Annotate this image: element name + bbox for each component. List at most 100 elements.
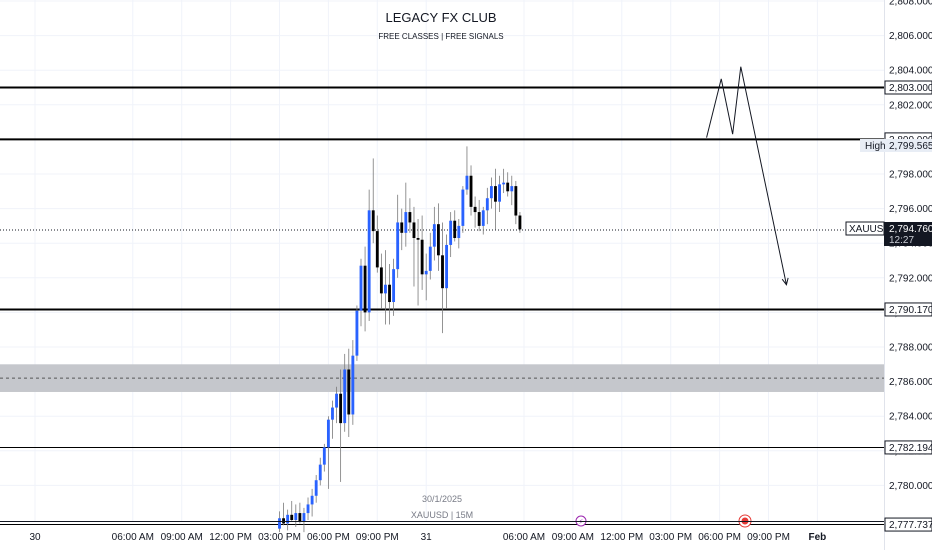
candle-bull [445,244,449,289]
level-price-label: 2,790.170 [889,305,932,316]
candle-bear [416,238,420,240]
candle-bull [449,220,453,245]
candle-bull [326,419,330,448]
candle-bear [290,514,294,520]
watermark-symbol: XAUUSD | 15M [411,510,473,520]
candle-bear [388,284,391,303]
candle-bull [322,447,326,465]
candle-bull [461,189,465,226]
high-tag: High 2,799.565 [860,139,932,152]
level-price-tag [884,440,932,455]
price-tick-label: 2,808.000 [889,0,932,8]
time-axis[interactable]: 30 06:00 AM 09:00 AM 12:00 PM 03:00 PM 06:00 … [29,532,826,543]
candle-bear [339,393,343,424]
time-tick-label: 09:00 AM [161,532,203,543]
level-price-label: 2,803.000 [889,83,932,94]
price-axis[interactable]: 2,780.0002,782.0002,784.0002,786.0002,78… [884,0,932,550]
candle-bull [351,355,355,415]
candle-bull [404,212,408,233]
candle-bull [489,186,493,199]
candle-bull [481,210,485,226]
candle-bear [477,212,481,226]
candle-bear [298,513,302,522]
level-price-tag [884,517,932,532]
candle-bull [428,246,432,271]
candle-bull [294,513,298,520]
candle-bull [310,495,314,505]
chart-title: LEGACY FX CLUB [385,10,496,25]
time-tick-label: 06:00 PM [307,532,350,543]
candle-bear [494,186,497,202]
countdown-label: 12:27 [889,235,914,246]
candle-bear [282,518,286,524]
current-price-label: 2,794.760 [889,224,932,235]
time-tick-label: 09:00 AM [552,532,594,543]
candle-bear [453,220,457,239]
time-tick-label: 03:00 PM [649,532,692,543]
price-tick-label: 2,798.000 [889,170,932,181]
chart-subtitle: FREE CLASSES | FREE SIGNALS [378,32,503,41]
candle-bull [502,182,506,185]
candle-bull [465,175,469,190]
candle-bear [400,222,404,233]
current-price-tag: XAUUSD 2,794.760 12:27 [845,221,932,246]
candle-bear [436,224,440,256]
symbol-label: XAUUSD [849,224,891,235]
price-tick-label: 2,802.000 [889,100,932,111]
high-price: 2,799.565 [889,141,932,152]
time-tick-label: 30 [29,532,41,543]
candle-bear [363,265,367,313]
price-tick-label: 2,806.000 [889,31,932,42]
price-tick-label: 2,786.000 [889,377,932,388]
time-tick-label: Feb [809,532,827,543]
candle-bull [485,198,489,211]
candle-bear [514,186,518,216]
candle-bear [375,231,379,268]
horizontal-levels[interactable] [0,86,884,526]
candle-bear [469,175,473,207]
price-tick-label: 2,780.000 [889,481,932,492]
candle-bull [302,513,306,522]
projection-path[interactable] [706,66,787,285]
candle-bull [432,224,436,247]
candle-bull [396,222,400,270]
arrowhead [781,277,789,286]
candle-bull [384,284,387,294]
projection-arrowhead [781,277,789,286]
candle-bull [286,514,290,524]
candle-bull [278,518,281,529]
candle-bull [343,369,347,424]
candle-bear [408,212,412,223]
price-tick-label: 2,792.000 [889,273,932,284]
price-tick-label: 2,796.000 [889,204,932,215]
time-tick-label: 03:00 PM [258,532,301,543]
candle-bear [506,182,510,192]
candle-bear [441,255,444,289]
candle-bull [314,480,318,496]
demand-zone [0,364,884,392]
level-price-label: 2,782.194 [889,443,932,454]
time-tick-label: 06:00 AM [503,532,545,543]
level-price-tag [884,302,932,317]
candle-bear [347,369,351,415]
time-tick-label: 06:00 PM [698,532,741,543]
time-tick-label: 12:00 PM [209,532,252,543]
candle-bull [424,270,428,275]
high-label: High [865,141,886,152]
time-tick-label: 09:00 PM [356,532,399,543]
candle-bear [371,210,375,232]
candle-bull [331,407,334,420]
candle-bull [510,186,514,192]
level-price-label: 2,777.737 [889,520,932,531]
time-tick-label: 12:00 PM [600,532,643,543]
candle-bull [355,310,359,356]
time-tick-label: 09:00 PM [747,532,790,543]
price-tick-label: 2,788.000 [889,343,932,354]
candle-bull [367,210,371,313]
level-price-tag [884,80,932,95]
candle-bull [498,184,501,202]
time-tick-label: 31 [421,532,433,543]
candle-bear [473,206,477,213]
candle-bull [318,464,322,481]
